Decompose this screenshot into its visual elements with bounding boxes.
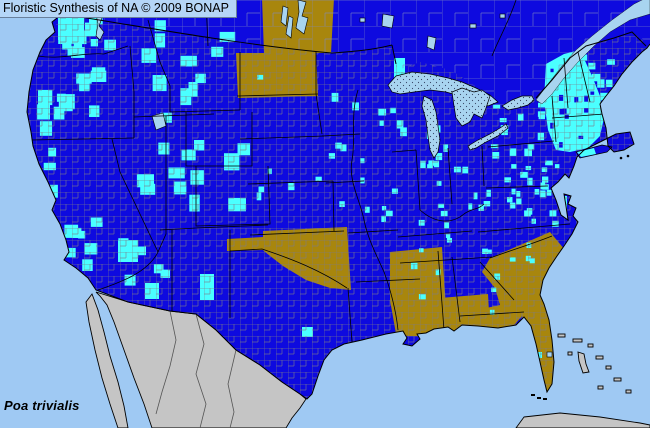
map-title: Floristic Synthesis of NA © 2009 BONAP [3, 1, 229, 15]
lake-erie [467, 123, 509, 151]
canada-lakes [280, 0, 506, 51]
florida-keys [531, 394, 547, 400]
st-lawrence-river [535, 0, 650, 105]
coastline [26, 0, 650, 400]
map-title-box: Floristic Synthesis of NA © 2009 BONAP [0, 0, 237, 18]
baja-california [85, 293, 129, 428]
lake-winnipeg [295, 0, 309, 35]
long-island [575, 144, 613, 159]
marthas-vineyard [626, 154, 630, 158]
lake-okeechobee [546, 351, 553, 358]
puget-sound [95, 13, 105, 41]
international-borders [61, 13, 647, 99]
lake-nipigon [426, 35, 437, 51]
lake-michigan [421, 95, 441, 159]
cuba [515, 412, 650, 428]
species-name-label: Poa trivialis [4, 398, 80, 413]
state-borders [30, 19, 605, 343]
lake-of-the-woods [381, 13, 395, 29]
lake-ontario [501, 95, 535, 111]
great-lakes [387, 71, 535, 159]
canada-district-grid [45, 0, 650, 106]
bahamas [557, 333, 632, 394]
nantucket [619, 156, 623, 160]
caribbean-islands [515, 333, 650, 428]
lake-huron [451, 87, 491, 127]
